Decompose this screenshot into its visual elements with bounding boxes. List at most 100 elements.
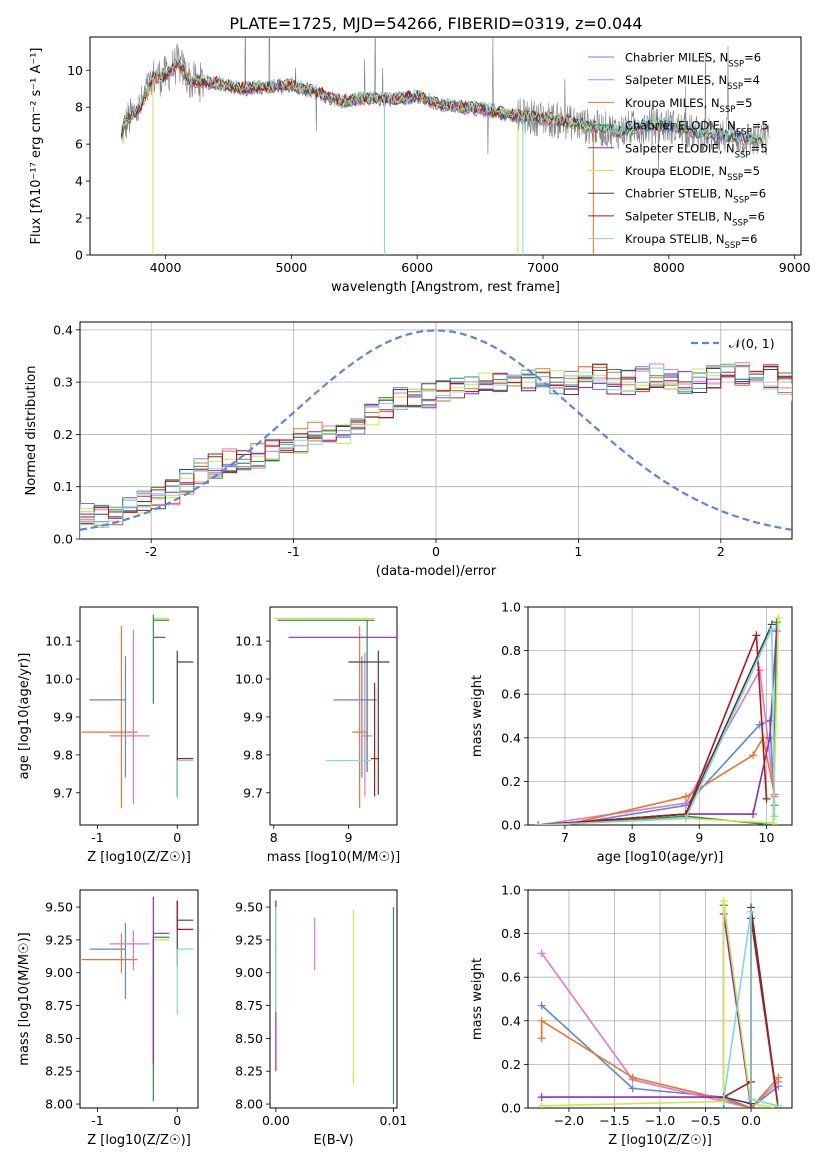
z_weight-frame [527, 889, 793, 1109]
residuals-ytick-label: 0.0 [53, 532, 73, 547]
mass_age-ytick-label: 9.9 [243, 709, 263, 724]
spectrum-xtick-label: 7000 [527, 260, 559, 275]
legend-label-value: =5 [743, 164, 760, 178]
legend-label-value: =6 [744, 51, 761, 65]
z_age-axes: -1 0 9.7 9.8 9.9 10.0 10.1 Z [log10(Z/Z☉)] age [… [17, 606, 199, 865]
spectrum-frame [89, 36, 802, 256]
z_weight-ytick-label: 1.0 [501, 883, 521, 898]
age_weight-xlabel: age [log10(age/yr)] [597, 850, 724, 865]
z_mass-ytick-label: 9.25 [45, 932, 73, 947]
z_mass-ytick-label: 8.00 [45, 1097, 73, 1112]
residuals-ytick-label: 0.3 [53, 375, 73, 390]
age_weight-plot [534, 613, 783, 825]
weight-marker [774, 1101, 783, 1108]
z_weight-xtick-label: −1.0 [645, 1113, 675, 1128]
legend-label-name: Salpeter ELODIE, N [625, 141, 735, 155]
mass_age-xlabel: mass [log10(M/M☉)] [267, 850, 400, 865]
weight-marker [719, 896, 728, 905]
age_weight-ytick-label: 0.2 [501, 774, 521, 789]
residual-histogram [80, 363, 792, 539]
age_weight-ytick-label: 0.8 [501, 643, 521, 658]
ebv_mass-ytick-label: 8.50 [235, 1031, 263, 1046]
weight-marker [537, 1016, 546, 1025]
weight-marker [749, 751, 758, 760]
spectrum-ytick-label: 6 [75, 137, 83, 152]
weight-marker [747, 1095, 756, 1104]
age_weight-xtick-label: 10 [759, 830, 775, 845]
weight-marker [774, 613, 783, 622]
z_weight-ytick-label: 0.2 [501, 1057, 521, 1072]
mass_age-ytick-label: 9.7 [243, 785, 263, 800]
z_weight-plot [537, 896, 783, 1108]
age_weight-xtick-label: 7 [561, 830, 569, 845]
age_weight-xtick-label: 9 [695, 830, 703, 845]
weight-marker [537, 1093, 546, 1102]
legend-label-value: =5 [752, 119, 769, 133]
legend-label-name: Chabrier MILES, N [625, 51, 728, 65]
legend-label-sub: SSP [736, 128, 752, 138]
residuals-ytick-label: 0.4 [53, 322, 73, 337]
weight-marker [769, 818, 778, 825]
z_mass-ytick-label: 8.75 [45, 998, 73, 1013]
legend-label-sub: SSP [732, 218, 748, 228]
mass_age-xtick-label: 8 [270, 830, 278, 845]
legend-label-sub: SSP [727, 173, 743, 183]
z_weight-ylabel: mass weight [470, 958, 485, 1040]
spectrum-xtick-label: 6000 [401, 260, 433, 275]
weight-marker [767, 624, 776, 633]
z_age-ytick-label: 9.7 [53, 785, 73, 800]
spectrum-ytick-label: 8 [75, 100, 83, 115]
legend-label-name: Kroupa MILES, N [625, 96, 720, 110]
residuals-xtick-label: -2 [145, 544, 157, 559]
spectrum-model-line [121, 58, 764, 143]
residuals-legend: 𝒩(0, 1) [691, 336, 775, 351]
figure-title: PLATE=1725, MJD=54266, FIBERID=0319, z=0… [229, 14, 642, 33]
spectrum-plot [121, 37, 770, 255]
age_weight-axes: 7 8 9 10 0.0 0.2 0.4 0.6 0.8 1.0 age [log10(age/yr… [470, 600, 793, 865]
weight-line [541, 952, 779, 1108]
z_weight-xtick-label: 0.0 [741, 1113, 761, 1128]
z_age-xtick-label: 0 [173, 830, 181, 845]
ebv_mass-ytick-label: 8.75 [235, 998, 263, 1013]
weight-marker [537, 1001, 546, 1010]
weight-marker [749, 810, 758, 819]
weight-marker [537, 1034, 546, 1043]
weight-marker [681, 814, 690, 823]
age_weight-ytick-label: 0.0 [501, 818, 521, 833]
weight-line [538, 628, 776, 825]
weight-marker [681, 792, 690, 801]
residuals-frame [79, 321, 793, 540]
legend-label-sub: SSP [735, 150, 751, 160]
residuals-ytick-label: 0.2 [53, 427, 73, 442]
weight-marker [747, 907, 756, 916]
weight-marker [772, 626, 781, 635]
legend-label-value: =6 [748, 209, 765, 223]
legend-label-sub: SSP [733, 196, 749, 206]
weight-marker [534, 821, 543, 825]
mass_age-frame [269, 606, 398, 826]
age_weight-ytick-label: 0.4 [501, 730, 521, 745]
mass_age-ytick-label: 10.1 [235, 634, 263, 649]
legend-label-name: Kroupa STELIB, N [625, 232, 725, 246]
legend-label-name: Salpeter MILES, N [625, 73, 727, 87]
legend-label-sub: SSP [727, 82, 743, 92]
residuals-xtick-label: 0 [432, 544, 440, 559]
z_mass-xlabel: Z [log10(Z/Z☉)] [87, 1133, 191, 1148]
spectrum-ytick-label: 10 [67, 63, 83, 78]
weight-marker [719, 1095, 728, 1104]
spectrum-xlabel: wavelength [Angstrom, rest frame] [331, 280, 560, 295]
z_age-ylabel: age [log10(age/yr)] [17, 653, 32, 780]
z_age-ytick-label: 10.0 [45, 672, 73, 687]
z_weight-xtick-label: −0.5 [690, 1113, 720, 1128]
z_weight-xtick-label: −1.5 [599, 1113, 629, 1128]
residual-histogram [80, 363, 792, 539]
residuals-ytick-label: 0.1 [53, 479, 73, 494]
spectrum-ylabel: Flux [fλ10⁻¹⁷ erg cm⁻² s⁻¹ A⁻¹] [29, 48, 44, 245]
legend-label: Salpeter MILES, NSSP=4 [625, 73, 760, 92]
legend-label-value: =4 [743, 73, 760, 87]
legend-label: Salpeter STELIB, NSSP=6 [625, 209, 765, 228]
legend-label-value: =5 [751, 141, 768, 155]
weight-line [538, 635, 768, 825]
age_weight-ylabel: mass weight [470, 675, 485, 757]
